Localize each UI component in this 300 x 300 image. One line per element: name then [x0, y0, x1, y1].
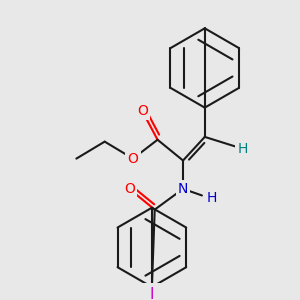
- Text: O: O: [128, 152, 138, 166]
- Text: N: N: [178, 182, 188, 196]
- Text: H: H: [206, 191, 217, 205]
- Text: I: I: [150, 287, 154, 300]
- Text: O: O: [137, 104, 148, 118]
- Text: O: O: [124, 182, 135, 196]
- Text: H: H: [237, 142, 248, 156]
